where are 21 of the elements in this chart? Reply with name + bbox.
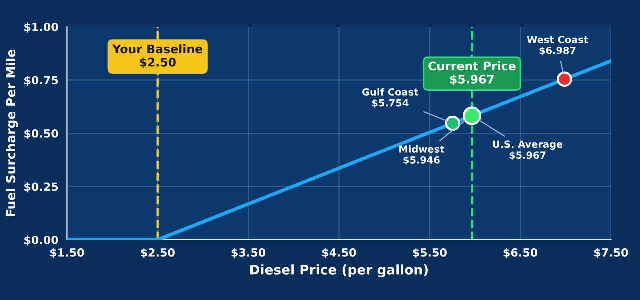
y-tick-label: $0.25 xyxy=(24,182,58,193)
x-tick-label: $6.50 xyxy=(504,248,538,258)
ref-line-label: Current Price $5.967 xyxy=(428,62,516,86)
y-tick-label: $0.00 xyxy=(24,236,58,246)
y-tick-label: $0.50 xyxy=(24,129,58,140)
y-tick-label: $0.75 xyxy=(24,76,58,86)
annotation: West Coast $6.987 xyxy=(527,36,588,56)
x-tick-label: $4.50 xyxy=(322,248,356,258)
point xyxy=(557,72,572,88)
x-axis-title: Diesel Price (per gallon) xyxy=(250,264,428,278)
x-tick-label: $5.50 xyxy=(413,248,447,258)
annotation: Midwest $5.946 xyxy=(400,145,444,166)
x-tick-label: $7.50 xyxy=(594,248,628,258)
y-tick-label: $1.00 xyxy=(24,22,58,33)
x-tick-label: $2.50 xyxy=(141,248,175,258)
ref-line-label: Your Baseline $2.50 xyxy=(112,44,203,68)
annotation: U.S. Average $5.967 xyxy=(493,140,563,160)
x-tick-label: $1.50 xyxy=(50,248,84,258)
annotation: Gulf Coast $5.754 xyxy=(362,88,419,108)
x-tick-label: $3.50 xyxy=(232,248,266,258)
y-axis-title: Fuel Surcharge Per Mile xyxy=(6,50,18,217)
